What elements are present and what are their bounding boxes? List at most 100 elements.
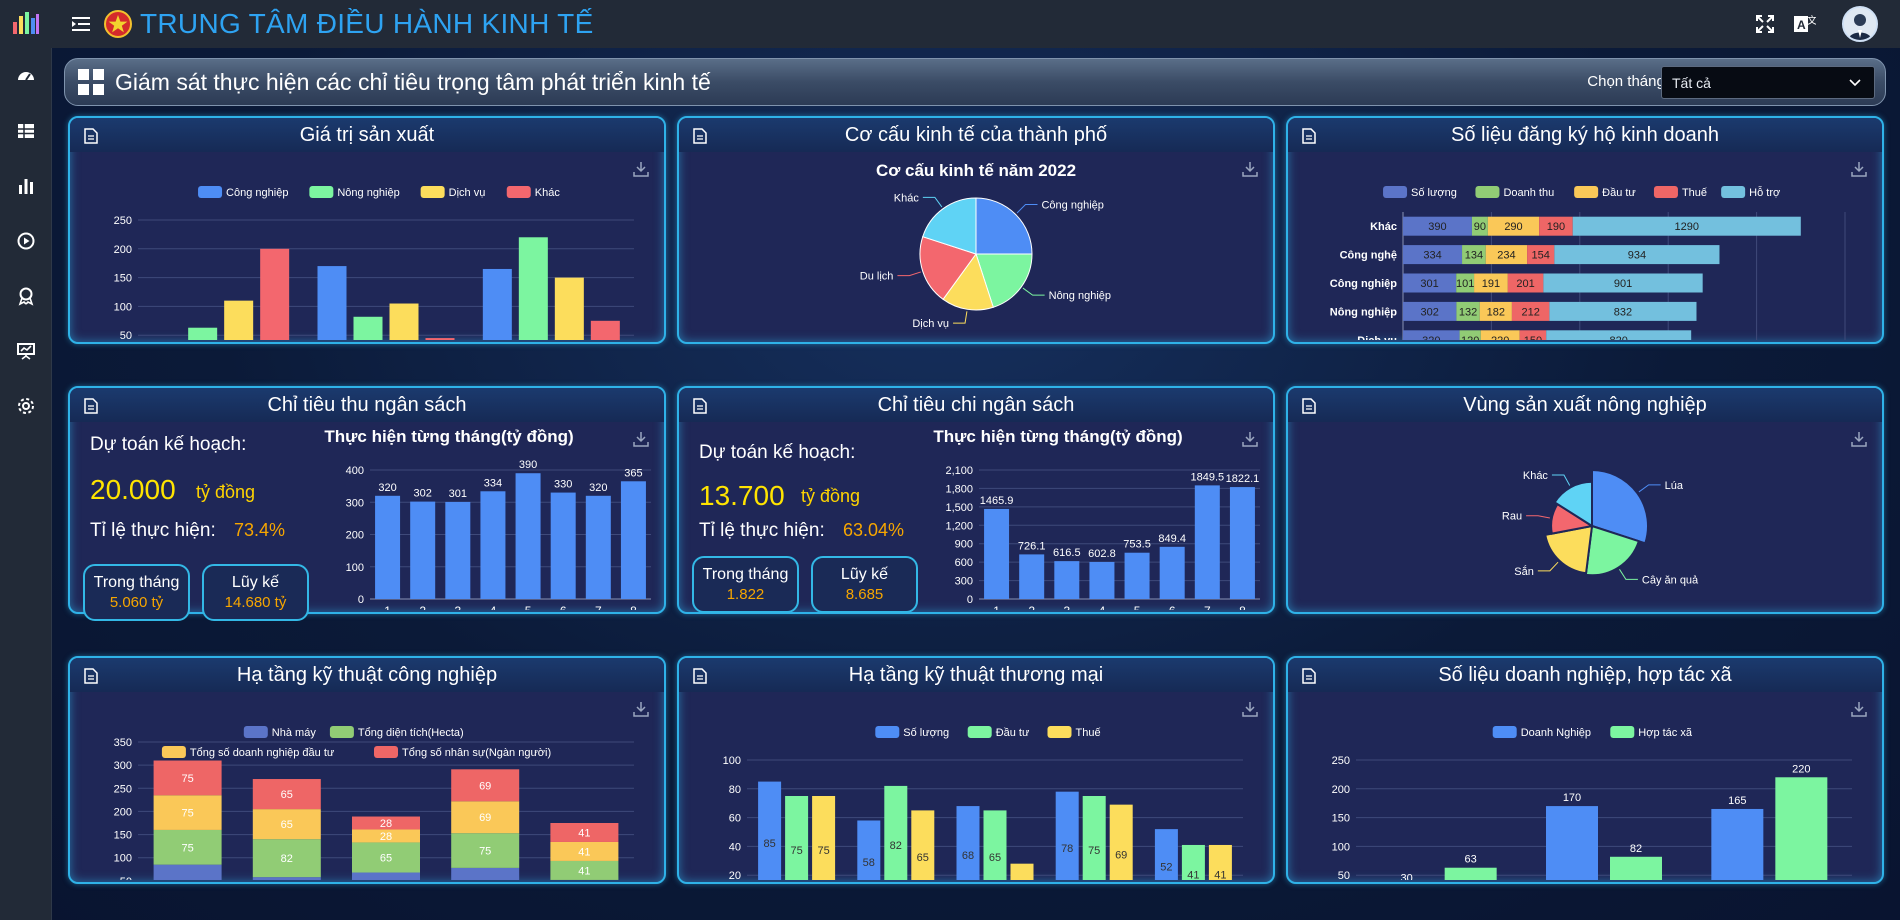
data-label: 220 xyxy=(1491,335,1509,340)
app-logo[interactable] xyxy=(0,0,52,48)
download-icon[interactable] xyxy=(1850,160,1868,178)
bar xyxy=(375,495,401,599)
download-icon[interactable] xyxy=(632,160,650,178)
bar xyxy=(956,806,980,904)
cumulative-label: Lũy kế xyxy=(840,566,889,583)
bar-segment xyxy=(153,760,222,796)
bar xyxy=(1610,856,1662,904)
label-line xyxy=(1619,569,1638,580)
bar xyxy=(410,501,436,599)
download-icon[interactable] xyxy=(1241,160,1259,178)
y-tick-label: 100 xyxy=(723,755,741,767)
fullscreen-icon[interactable] xyxy=(1748,7,1782,41)
bar xyxy=(812,796,836,904)
data-label: 616.5 xyxy=(1053,547,1081,559)
y-tick-label: 200 xyxy=(114,806,132,818)
data-label: 63 xyxy=(1465,854,1477,866)
rate-label: Tỉ lệ thực hiện: xyxy=(699,520,825,541)
month-select-value: Tất cả xyxy=(1672,74,1711,91)
bar-segment xyxy=(1511,301,1550,321)
bar-segment xyxy=(1403,216,1472,236)
cumulative-button[interactable]: Lũy kế 14.680 tỷ xyxy=(202,564,309,621)
bar-segment xyxy=(1487,216,1540,236)
label-line xyxy=(897,271,921,277)
panel-title: Hạ tầng kỹ thuật công nghiệp xyxy=(236,663,498,686)
data-label: 75 xyxy=(817,845,829,857)
label-line xyxy=(1551,474,1571,486)
cumulative-label: Lũy kế xyxy=(231,574,280,591)
y-tick-label: 350 xyxy=(114,737,132,749)
menu-toggle-icon[interactable] xyxy=(70,13,92,35)
panel-header: Hạ tầng kỹ thuật công nghiệp xyxy=(70,658,664,692)
bar-segment xyxy=(1479,301,1512,321)
label-line xyxy=(1638,484,1661,493)
panel-title: Số liệu doanh nghiệp, hợp tác xã xyxy=(1438,663,1732,686)
y-tick-label: 150 xyxy=(114,830,132,842)
sidebar-item-media[interactable] xyxy=(0,213,52,268)
avatar[interactable] xyxy=(1842,6,1878,42)
sidebar-item-presentation[interactable] xyxy=(0,323,52,378)
y-tick-label: 300 xyxy=(346,497,364,509)
download-icon[interactable] xyxy=(1241,700,1259,718)
bar xyxy=(984,508,1010,599)
download-icon[interactable] xyxy=(1850,700,1868,718)
label-line xyxy=(1016,204,1038,214)
bar xyxy=(515,473,541,599)
sidebar-item-table[interactable] xyxy=(0,103,52,158)
bar-segment xyxy=(1403,301,1457,321)
month-select[interactable]: Tất cả xyxy=(1661,66,1875,99)
sidebar-item-charts[interactable] xyxy=(0,158,52,213)
y-tick-label: 400 xyxy=(346,465,364,477)
legend-swatch xyxy=(374,746,398,758)
pie-label: Sắn xyxy=(1514,565,1534,578)
panel-header: Chỉ tiêu thu ngân sách xyxy=(70,388,664,422)
bar-segment xyxy=(1485,245,1528,265)
bar xyxy=(1124,552,1150,599)
bar xyxy=(1159,546,1185,599)
bar-segment xyxy=(1507,273,1544,293)
y-tick-label: 50 xyxy=(120,876,132,880)
bar-segment xyxy=(451,801,520,834)
panel-title: Hạ tầng kỹ thuật thương mại xyxy=(848,663,1104,686)
sidebar-item-awards[interactable] xyxy=(0,268,52,323)
in-month-button[interactable]: Trong tháng 1.822 xyxy=(692,556,799,613)
panel-body: Cơ cấu kinh tế năm 2022 Công nghiệp Nông n… xyxy=(683,154,1269,340)
plan-unit: tỷ đồng xyxy=(196,482,256,502)
bar-segment xyxy=(252,809,321,840)
download-icon[interactable] xyxy=(1850,430,1868,448)
legend-swatch xyxy=(506,186,531,198)
chart-title: Cơ cấu kinh tế năm 2022 xyxy=(876,161,1076,180)
bar xyxy=(1109,804,1133,904)
in-month-value: 1.822 xyxy=(726,586,765,603)
chart-chi-ngan-sach: Thực hiện từng tháng(tỷ đồng) 0 300 600 900 1… xyxy=(933,427,1260,610)
legend-label: Thuế xyxy=(1076,727,1101,739)
plan-value: 13.700 xyxy=(699,480,785,511)
bar-segment xyxy=(550,823,619,842)
download-icon[interactable] xyxy=(632,700,650,718)
sidebar-item-dashboard[interactable] xyxy=(0,48,52,103)
y-tick-label: 300 xyxy=(955,576,973,588)
download-icon[interactable] xyxy=(632,430,650,448)
bar xyxy=(224,300,254,364)
bar xyxy=(620,481,646,599)
data-label: 52 xyxy=(1160,862,1172,874)
label-line xyxy=(922,196,943,208)
legend-swatch xyxy=(420,186,445,198)
legend-swatch xyxy=(1653,186,1678,198)
bar xyxy=(317,266,347,364)
download-icon[interactable] xyxy=(1241,430,1259,448)
y-tick-label: 20 xyxy=(729,870,741,880)
data-label: 320 xyxy=(1422,335,1440,340)
label-line xyxy=(1537,561,1559,572)
in-month-button[interactable]: Trong tháng 5.060 tỷ xyxy=(83,564,190,621)
data-label: 1849.5 xyxy=(1190,471,1224,483)
pie-label: Du lịch xyxy=(860,271,894,283)
bar xyxy=(1010,863,1034,904)
sidebar-item-settings[interactable] xyxy=(0,378,52,433)
y-tick-label: 200 xyxy=(346,530,364,542)
cumulative-button[interactable]: Lũy kế 8.685 xyxy=(811,556,918,613)
